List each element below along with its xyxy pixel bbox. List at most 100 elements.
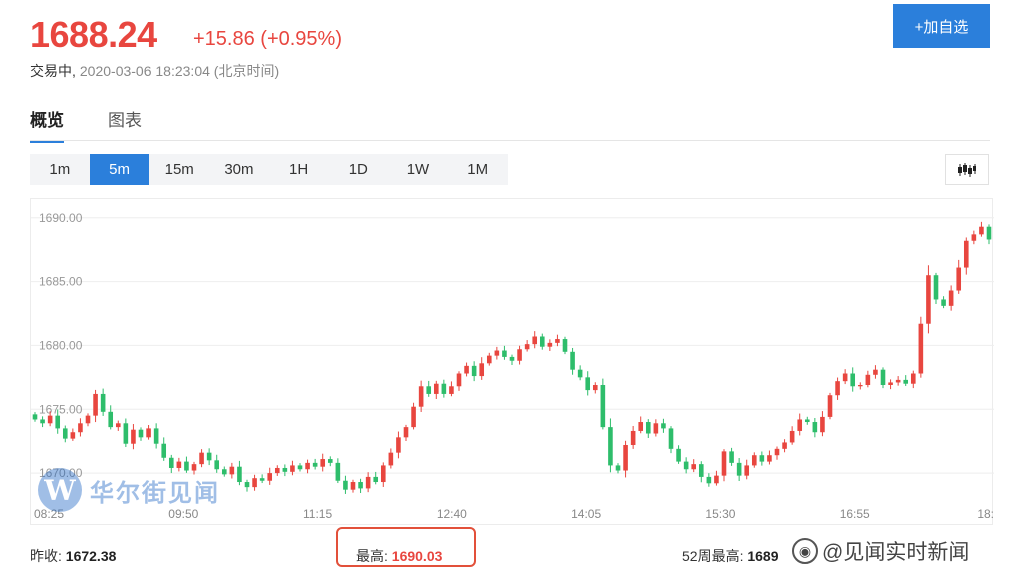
- candle-body: [464, 365, 469, 374]
- candle-body: [600, 385, 606, 428]
- candle-body: [168, 457, 174, 468]
- candle-body: [115, 423, 121, 428]
- candle-body: [365, 476, 371, 489]
- candle-body: [479, 363, 485, 377]
- candle-body: [812, 422, 818, 433]
- candle-body: [562, 339, 568, 352]
- quote-timestamp: 2020-03-06 18:23:04 (北京时间): [79, 63, 280, 79]
- interval-1m[interactable]: 1m: [49, 161, 71, 178]
- interval-5m[interactable]: 5m: [89, 154, 150, 185]
- candle-body: [570, 351, 575, 370]
- prev-close-value: 1672.38: [65, 548, 117, 564]
- candle-body: [146, 428, 151, 438]
- interval-30m[interactable]: 30m: [224, 161, 254, 178]
- week52-high-value: 1689: [747, 548, 779, 564]
- interval-1mo[interactable]: 1M: [467, 161, 489, 178]
- candlestick-chart: 1690.00 1685.00 1680.00 1675.00 1670.00 08:25…: [31, 211, 994, 521]
- candle-body: [835, 381, 840, 396]
- candle-body: [979, 226, 984, 235]
- candle-body: [403, 427, 409, 438]
- candle-body: [948, 290, 954, 306]
- candle-body: [108, 411, 114, 428]
- candle-body: [55, 415, 61, 429]
- stat-52w-high: 52周最高: 1689: [682, 546, 779, 566]
- weibo-text: @见闻实时新闻: [822, 541, 970, 564]
- last-price: 1688.24: [30, 14, 157, 55]
- candle-body: [290, 465, 295, 472]
- candle-body: [358, 482, 363, 489]
- candle-body: [418, 386, 424, 407]
- price-chart[interactable]: 1690.00 1685.00 1680.00 1675.00 1670.00 08:25…: [30, 198, 994, 525]
- candle-body: [903, 379, 909, 384]
- logo-text: 华尔街见闻: [90, 477, 220, 507]
- candle-body: [131, 429, 136, 444]
- candle-body: [615, 465, 621, 471]
- candle-body: [797, 419, 803, 431]
- candle-body: [100, 393, 106, 412]
- weibo-icon: ◉: [792, 538, 818, 564]
- candle-body: [282, 467, 288, 472]
- prev-close-label: 昨收:: [30, 548, 62, 564]
- candle-body: [373, 476, 379, 483]
- candle-body: [138, 429, 144, 438]
- candle-body: [191, 464, 197, 471]
- y-tick-label: 1675.00: [39, 402, 83, 416]
- candle-body: [630, 430, 636, 445]
- candle-body: [221, 469, 227, 475]
- candle-body: [645, 422, 651, 434]
- candle-body: [199, 452, 204, 465]
- candle-body: [941, 299, 946, 306]
- candle-body: [274, 467, 280, 474]
- tabs-divider: [30, 140, 990, 141]
- weibo-watermark: ◉ @见闻实时新闻: [788, 534, 974, 568]
- candle-body: [396, 437, 401, 453]
- candle-body: [40, 419, 45, 424]
- candle-body: [312, 462, 318, 467]
- candle-body: [184, 461, 189, 471]
- candle-body: [85, 415, 91, 424]
- candle-body: [676, 448, 681, 462]
- candle-body: [774, 448, 780, 456]
- stat-prev-close: 昨收: 1672.38: [30, 546, 116, 566]
- candle-body: [259, 478, 265, 481]
- tab-chart[interactable]: 图表: [108, 111, 142, 130]
- candle-body: [751, 455, 757, 466]
- candle-body: [857, 385, 863, 387]
- add-watchlist-button[interactable]: +加自选: [893, 4, 990, 48]
- interval-1d[interactable]: 1D: [348, 161, 368, 178]
- candle-body: [850, 373, 856, 387]
- candle-body: [668, 428, 674, 449]
- candle-body: [320, 459, 326, 467]
- interval-1w[interactable]: 1W: [406, 161, 430, 178]
- interval-1h[interactable]: 1H: [289, 161, 309, 178]
- candle-body: [509, 356, 515, 361]
- status-label: 交易中,: [30, 63, 76, 79]
- logo-icon: W: [38, 468, 82, 512]
- chart-type-button[interactable]: [945, 154, 989, 185]
- y-tick-label: 1685.00: [39, 275, 83, 289]
- candle-body: [608, 427, 613, 466]
- highlight-box: [336, 527, 476, 567]
- candle-body: [706, 476, 712, 484]
- candle-body: [842, 373, 848, 382]
- candle-body: [502, 350, 507, 357]
- candle-body: [865, 374, 871, 385]
- candle-body: [388, 452, 394, 466]
- candle-body: [532, 336, 538, 345]
- candle-body: [456, 373, 462, 387]
- candle-body: [297, 465, 303, 470]
- candle-body: [577, 369, 583, 378]
- candle-body: [486, 355, 492, 364]
- candle-body: [555, 339, 560, 343]
- candle-body: [623, 445, 628, 471]
- watermark-logo: W 华尔街见闻: [38, 468, 220, 512]
- candle-body: [335, 462, 341, 481]
- candle-body: [782, 442, 787, 449]
- candle-body: [895, 379, 901, 383]
- candle-body: [767, 455, 772, 462]
- tab-overview[interactable]: 概览: [30, 106, 64, 143]
- candle-body: [736, 462, 742, 476]
- interval-15m[interactable]: 15m: [164, 161, 194, 178]
- candle-body: [744, 465, 750, 476]
- high-value: 1690.03: [391, 548, 443, 564]
